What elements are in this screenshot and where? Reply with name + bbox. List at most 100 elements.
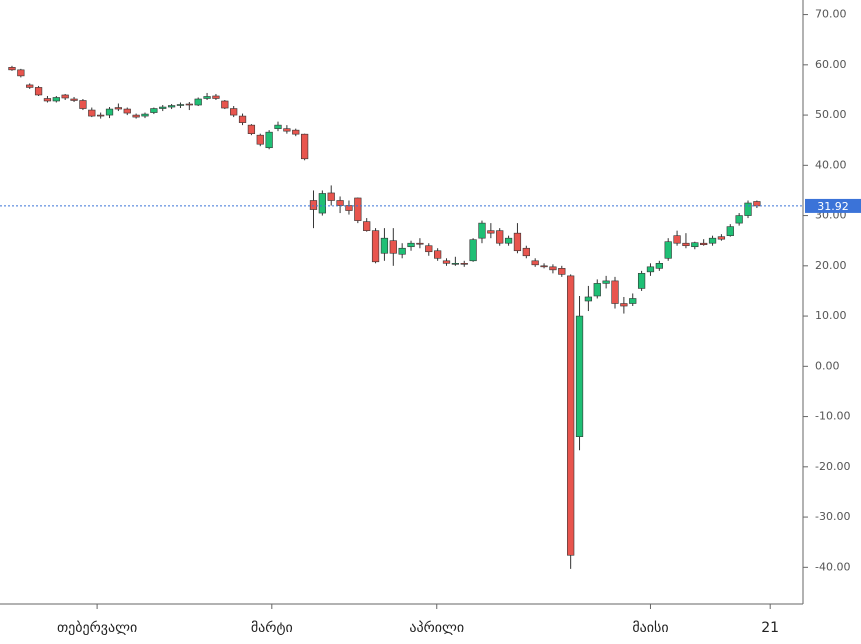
candle-body bbox=[70, 98, 78, 101]
candle-body bbox=[8, 67, 16, 71]
candle-body bbox=[265, 131, 273, 149]
y-tick-label: 60.00 bbox=[815, 58, 847, 71]
x-tick-label: მარტი bbox=[251, 619, 293, 636]
candle-body bbox=[673, 235, 681, 244]
last-price-box bbox=[805, 198, 861, 213]
candle-body bbox=[300, 133, 309, 160]
y-tick-label: 0.00 bbox=[815, 359, 840, 372]
candle-body bbox=[620, 303, 628, 307]
last-price-label: 31.92 bbox=[817, 200, 849, 213]
candle-body bbox=[389, 240, 397, 254]
candle-body bbox=[363, 221, 371, 231]
candle-body bbox=[646, 266, 655, 273]
candle-body bbox=[221, 100, 229, 109]
candle-body bbox=[478, 222, 486, 239]
candle-body bbox=[61, 94, 69, 99]
candle-body bbox=[531, 260, 539, 266]
candle-body bbox=[212, 95, 220, 99]
candle-body bbox=[380, 237, 389, 254]
candle-body bbox=[584, 296, 593, 302]
x-tick-label: თებერვალი bbox=[57, 619, 137, 636]
candle-body bbox=[460, 263, 468, 265]
candle-body bbox=[292, 129, 300, 135]
candle-body bbox=[496, 230, 504, 244]
x-tick-label: 21 bbox=[761, 620, 779, 636]
candle-body bbox=[283, 128, 291, 132]
candle-body bbox=[336, 200, 344, 206]
candle-body bbox=[593, 283, 601, 297]
candle-body bbox=[655, 263, 663, 269]
candle-body bbox=[434, 250, 442, 259]
candle-body bbox=[487, 230, 495, 234]
candle-body bbox=[26, 84, 34, 88]
x-tick-label: აპრილი bbox=[409, 619, 464, 636]
candle-body bbox=[274, 124, 282, 129]
candle-body bbox=[744, 202, 752, 216]
candle-body bbox=[203, 96, 211, 99]
candle-body bbox=[43, 98, 52, 102]
candle-body bbox=[522, 247, 530, 257]
y-tick-label: 20.00 bbox=[815, 259, 847, 272]
candle-body bbox=[167, 105, 176, 108]
candle-body bbox=[602, 280, 610, 284]
candle-body bbox=[425, 245, 433, 253]
candle-body bbox=[159, 106, 167, 109]
candle-body bbox=[354, 197, 362, 221]
candle-body bbox=[132, 114, 140, 118]
y-tick-label: 50.00 bbox=[815, 108, 847, 121]
candle-body bbox=[540, 265, 548, 268]
candle-body bbox=[318, 193, 326, 214]
candle-body bbox=[238, 115, 247, 123]
y-tick-label: 10.00 bbox=[815, 309, 847, 322]
candle-body bbox=[451, 263, 459, 265]
candle-body bbox=[549, 266, 557, 271]
candle-body bbox=[256, 134, 264, 145]
candle-body bbox=[230, 108, 238, 116]
candle-body bbox=[97, 114, 105, 117]
candle-body bbox=[558, 268, 566, 275]
candle-body bbox=[52, 97, 60, 102]
candle-body bbox=[309, 200, 318, 210]
y-tick-label: 70.00 bbox=[815, 8, 847, 21]
candle-body bbox=[664, 241, 672, 259]
candle-body bbox=[17, 69, 25, 77]
candle-body bbox=[176, 104, 185, 106]
y-tick-label: -10.00 bbox=[815, 410, 850, 423]
candle-body bbox=[150, 108, 158, 113]
candle-body bbox=[442, 260, 451, 264]
y-tick-label: -20.00 bbox=[815, 460, 850, 473]
x-tick-label: მაისი bbox=[632, 620, 668, 636]
y-tick-label: 40.00 bbox=[815, 158, 847, 171]
candle-body bbox=[611, 280, 619, 304]
candle-body bbox=[567, 275, 575, 556]
candle-body bbox=[194, 98, 202, 106]
candle-body bbox=[708, 237, 717, 244]
candle-body bbox=[575, 315, 584, 437]
candle-body bbox=[141, 113, 149, 117]
candle-body bbox=[79, 100, 87, 109]
candle-body bbox=[247, 124, 256, 134]
candle-body bbox=[407, 242, 415, 248]
candle-body bbox=[691, 242, 699, 248]
y-tick-label: -30.00 bbox=[815, 510, 850, 523]
candle-body bbox=[185, 103, 193, 106]
candle-body bbox=[114, 107, 123, 110]
y-tick-label: -40.00 bbox=[815, 560, 850, 573]
candle-body bbox=[700, 242, 708, 246]
candle-body bbox=[629, 298, 637, 304]
candle-body bbox=[504, 237, 513, 244]
candle-body bbox=[637, 273, 646, 289]
candle-body bbox=[469, 239, 477, 262]
candle-body bbox=[513, 232, 522, 252]
candle-body bbox=[105, 108, 114, 116]
candle-body bbox=[717, 236, 726, 240]
candle-body bbox=[416, 242, 424, 245]
candle-body bbox=[371, 230, 380, 263]
candle-body bbox=[34, 87, 43, 96]
candle-body bbox=[398, 247, 406, 255]
candle-body bbox=[88, 109, 96, 117]
candle-body bbox=[682, 242, 690, 247]
candle-body bbox=[726, 226, 734, 236]
candle-body bbox=[123, 108, 131, 114]
